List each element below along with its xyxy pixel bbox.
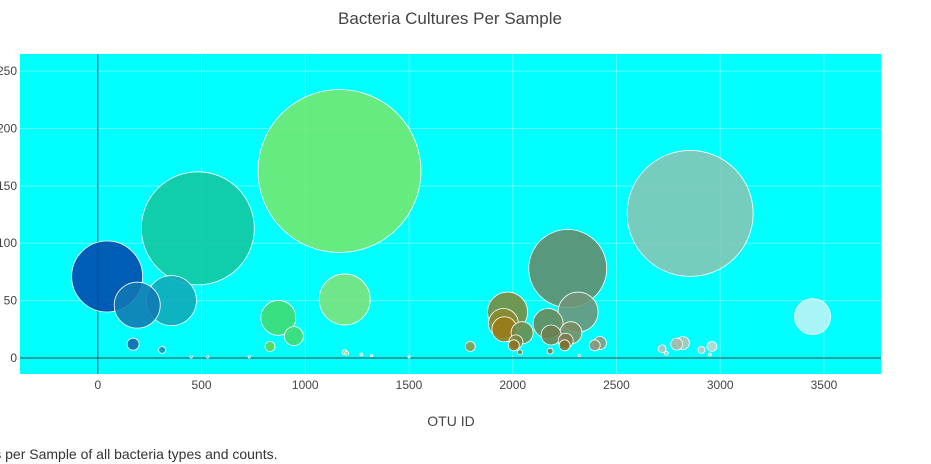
bubble-point[interactable] [670,337,684,351]
bubble-point[interactable] [370,354,374,358]
bubble-point[interactable] [707,352,712,357]
bubble-point[interactable] [558,339,571,352]
y-tick-label: 150 [0,179,17,193]
bubble-point[interactable] [126,337,140,351]
x-tick-label: 2000 [499,378,526,392]
y-tick-label: 0 [10,351,17,365]
bubble-point[interactable] [706,341,718,352]
y-tick-label: 50 [4,294,18,308]
x-tick-label: 1000 [292,378,319,392]
bubble-point[interactable] [794,298,831,336]
x-axis-label: OTU ID [427,413,474,429]
bubble-point[interactable] [283,326,304,347]
x-tick-label: 3500 [811,378,838,392]
chart-title: Bacteria Cultures Per Sample [338,9,562,28]
bubble-points[interactable] [71,89,831,359]
bubble-point[interactable] [588,339,601,352]
bubble-point[interactable] [247,355,251,359]
bubble-point[interactable] [546,347,554,355]
bubble-point[interactable] [697,346,706,354]
bubble-point[interactable] [260,299,297,336]
bubble-point[interactable] [407,355,411,359]
bubble-point[interactable] [140,171,255,286]
bubble-point[interactable] [257,89,422,253]
chart-caption: ltures per Sample of all bacteria types … [0,446,278,462]
x-tick-label: 0 [94,378,101,392]
bubble-point[interactable] [158,346,167,354]
bubble-point[interactable] [206,355,210,359]
bubble-point[interactable] [577,354,581,358]
x-tick-label: 500 [192,378,212,392]
y-tick-label: 100 [0,236,17,250]
bubble-point[interactable] [657,344,667,354]
bubble-point[interactable] [464,341,476,352]
bubble-point[interactable] [626,150,754,277]
bubble-point[interactable] [507,339,520,352]
x-tick-label: 2500 [603,378,630,392]
bubble-point[interactable] [264,341,276,352]
bubble-point[interactable] [318,273,371,326]
bubble-point[interactable] [663,350,669,356]
x-tick-label: 1500 [396,378,423,392]
x-tick-label: 3000 [707,378,734,392]
tick-labels: 0 500 1000 1500 2000 2500 3000 3500 0 50 100 150 200… [0,64,838,392]
zero-lines [20,54,881,374]
y-tick-label: 200 [0,122,17,136]
bubble-point[interactable] [189,355,193,359]
bubble-point[interactable] [344,350,350,356]
bubble-point[interactable] [517,349,523,356]
bubble-point[interactable] [359,352,364,357]
y-tick-label: 250 [0,64,17,78]
bubble-point[interactable] [113,281,161,329]
